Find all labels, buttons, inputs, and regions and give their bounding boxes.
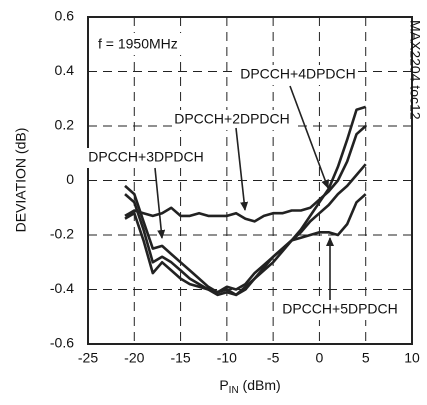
- x-tick-label: -15: [170, 350, 190, 366]
- arrow: [289, 85, 329, 189]
- x-label-rest: (dBm): [239, 377, 281, 393]
- label-bg: [86, 148, 206, 168]
- series-label: DPCCH+2DPDCH: [174, 111, 290, 127]
- y-tick-label: 0.2: [55, 117, 75, 133]
- y-tick-label: 0.6: [55, 8, 75, 24]
- label-bg: [238, 65, 358, 85]
- x-label-sub: IN: [229, 385, 239, 396]
- x-tick-label: 10: [404, 350, 420, 366]
- y-tick-label: 0.4: [55, 62, 75, 78]
- arrow: [154, 167, 166, 239]
- label-bg: [172, 110, 292, 130]
- x-tick-label: -10: [217, 350, 237, 366]
- arrow: [235, 127, 249, 211]
- y-axis-label: DEVIATION (dB): [13, 128, 29, 233]
- x-axis-label: PIN (dBm): [219, 377, 280, 396]
- label-bg: [280, 300, 400, 320]
- annotation: f = 1950MHz: [98, 36, 178, 52]
- x-tick-label: 5: [362, 350, 370, 366]
- y-tick-label: -0.2: [50, 226, 74, 242]
- series-line: [124, 193, 367, 297]
- series-label: DPCCH+5DPDCH: [282, 301, 398, 317]
- y-tick-label: 0: [66, 171, 74, 187]
- series-label: DPCCH+4DPDCH: [240, 66, 356, 82]
- y-tick-label: -0.4: [50, 280, 74, 296]
- y-tick-label: -0.6: [50, 335, 74, 351]
- x-tick-label: -20: [124, 350, 144, 366]
- x-label-main: P: [219, 377, 228, 393]
- x-tick-label: -25: [78, 350, 98, 366]
- series-label: DPCCH+3DPDCH: [88, 149, 204, 165]
- annotation: MAX2204 toc12: [407, 20, 423, 120]
- plot-frame: [87, 16, 413, 345]
- series-line: [124, 163, 367, 294]
- annotation-bg: [92, 33, 192, 55]
- plot-area: -25 -20 -15 -10 -5 0 5 10 0.6 0.4 0.2 0 -0.2 -0.4 -0.6: [50, 8, 420, 366]
- x-tick-label: 0: [316, 350, 324, 366]
- series-line: [124, 105, 367, 297]
- x-tick-label: -5: [267, 350, 280, 366]
